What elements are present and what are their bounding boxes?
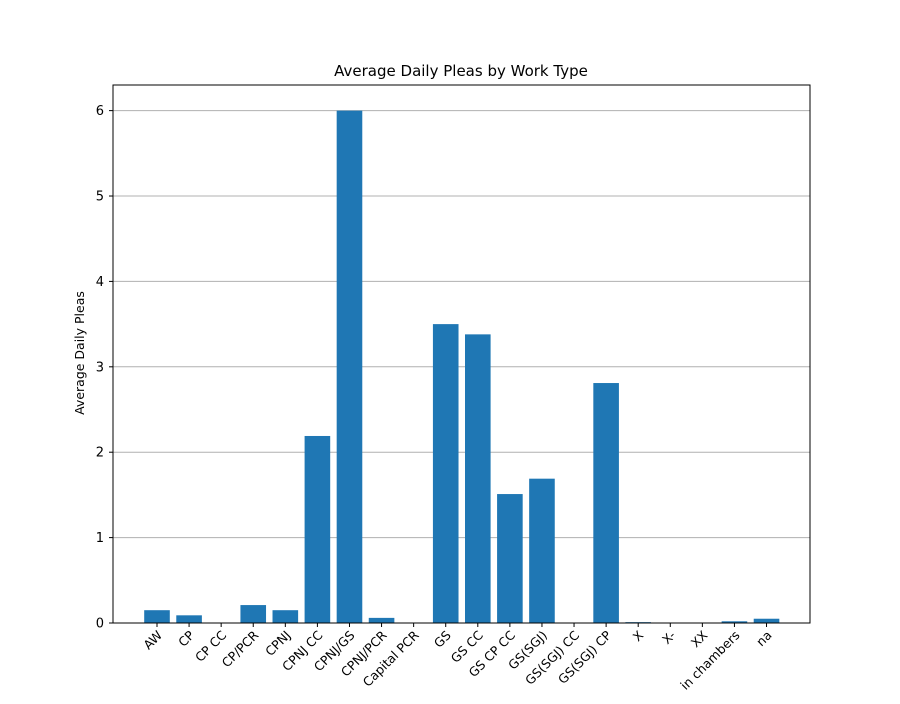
axes	[112, 84, 811, 624]
bar	[432, 324, 459, 623]
y-tick-label: 2	[96, 446, 104, 461]
bar	[368, 617, 395, 623]
bar	[721, 621, 748, 623]
bar	[465, 334, 491, 623]
y-tick-label: 1	[96, 531, 104, 546]
y-tick-label: 3	[96, 360, 104, 375]
y-tick-label: 6	[96, 104, 104, 119]
bar	[497, 494, 523, 623]
bars	[144, 110, 780, 624]
bar	[176, 615, 202, 623]
plot-frame	[112, 84, 811, 624]
bar	[593, 383, 619, 623]
bar	[240, 605, 267, 623]
chart-title: Average Daily Pleas by Work Type	[334, 62, 588, 80]
y-tick-label: 5	[96, 190, 104, 205]
bar	[529, 478, 555, 623]
bar	[753, 618, 780, 623]
y-tick-label: 0	[96, 617, 104, 632]
y-axis-label: Average Daily Pleas	[72, 291, 87, 415]
bar	[272, 610, 299, 623]
bar	[304, 435, 331, 623]
bar	[336, 110, 363, 624]
y-tick-label: 4	[96, 275, 104, 290]
y-axis-ticks: 0 1 2 3 4 5 6	[96, 104, 113, 632]
bar	[144, 610, 170, 623]
